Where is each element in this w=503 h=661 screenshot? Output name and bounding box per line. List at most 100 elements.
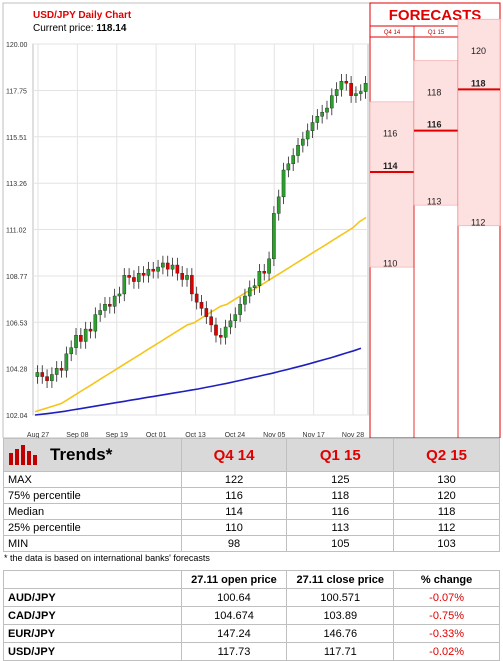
trends-table: Trends* Q4 14 Q1 15 Q2 15 MAX 122 125 130 75… — [3, 438, 500, 552]
candle-body — [50, 374, 54, 381]
forecast-value-label: 118 — [427, 87, 441, 97]
y-tick-label: 113.26 — [6, 181, 27, 188]
candle-body — [199, 302, 204, 309]
candle-body — [344, 80, 349, 84]
candle-body — [233, 314, 238, 322]
x-tick-label: Sep 08 — [66, 432, 88, 438]
forecast-value-label: 120 — [471, 46, 486, 56]
trends-row-label: MAX — [3, 471, 182, 488]
candle-body — [334, 89, 339, 96]
candle-body — [93, 314, 98, 332]
prices-close: 146.76 — [286, 624, 395, 643]
prices-change: -0.75% — [393, 606, 500, 625]
candle-body — [54, 368, 59, 375]
candle-body — [291, 155, 295, 165]
prices-row: CAD/JPY 104.674 103.89 -0.75% — [3, 606, 500, 625]
candle-body — [146, 268, 151, 276]
candle-body — [132, 277, 136, 282]
trends-value: 116 — [180, 487, 288, 504]
x-tick-label: Oct 24 — [225, 432, 246, 438]
trends-title-cell: Trends* — [3, 438, 182, 472]
forecast-value-label: 114 — [383, 161, 398, 171]
x-tick-label: Aug 27 — [27, 432, 49, 438]
trends-header-row: Trends* Q4 14 Q1 15 Q2 15 — [3, 438, 500, 472]
prices-header: % change — [393, 570, 500, 589]
trends-row: MAX 122 125 130 — [3, 471, 500, 488]
current-price-value: 118.14 — [96, 23, 126, 34]
candle-body — [339, 80, 344, 90]
ma-blue-line — [34, 347, 362, 416]
candle-body — [354, 93, 358, 96]
candle-body — [330, 95, 334, 109]
trends-q-header: Q2 15 — [393, 438, 500, 472]
prices-change: -0.07% — [393, 588, 500, 607]
prices-table: 27.11 open price 27.11 close price % cha… — [3, 570, 500, 661]
prices-pair: CAD/JPY — [3, 606, 182, 625]
candle-body — [281, 169, 286, 198]
current-price-line: Current price: 118.14 — [33, 23, 127, 34]
trends-title: Trends* — [50, 444, 113, 464]
candle-body — [276, 196, 281, 214]
x-tick-label: Oct 01 — [146, 432, 167, 438]
y-tick-label: 111.02 — [6, 228, 26, 235]
candle-body — [238, 304, 242, 315]
x-tick-label: Nov 05 — [263, 432, 285, 438]
trends-row-label: 25% percentile — [3, 519, 182, 536]
prices-close: 117.71 — [286, 642, 395, 661]
prices-change: -0.02% — [393, 642, 500, 661]
trends-value: 105 — [286, 535, 395, 552]
trends-value: 110 — [180, 519, 288, 536]
y-tick-label: 115.51 — [6, 135, 27, 142]
candle-body — [59, 368, 64, 371]
candle-body — [190, 275, 194, 295]
candle-body — [98, 310, 102, 315]
prices-header-row: 27.11 open price 27.11 close price % cha… — [3, 570, 500, 589]
forecast-value-label: 116 — [383, 129, 397, 139]
x-tick-label: Nov 17 — [303, 432, 325, 438]
trends-value: 113 — [286, 519, 395, 536]
trends-q-header: Q4 14 — [180, 438, 288, 472]
prices-open: 117.73 — [180, 642, 288, 661]
candle-body — [296, 145, 300, 156]
candle-body — [88, 328, 93, 332]
candle-body — [247, 287, 252, 297]
trends-note: * the data is based on international ban… — [4, 553, 210, 563]
candle-body — [103, 304, 107, 311]
candle-body — [161, 262, 165, 268]
trends-value: 98 — [180, 535, 288, 552]
forecast-value-label: 118 — [471, 78, 486, 88]
trends-row: 75% percentile 116 118 120 — [3, 487, 500, 504]
candle-body — [257, 271, 262, 286]
candle-body — [165, 262, 170, 270]
y-tick-label: 102.04 — [6, 413, 28, 420]
chart-title: USD/JPY Daily Chart — [33, 10, 132, 21]
forecast-value-label: 110 — [383, 259, 397, 269]
prices-open: 100.64 — [180, 588, 288, 607]
candle-body — [170, 264, 175, 270]
trends-value: 103 — [393, 535, 500, 552]
y-tick-label: 104.28 — [6, 367, 28, 374]
candle-body — [45, 376, 49, 381]
candle-body — [151, 268, 156, 272]
y-tick-label: 120.00 — [6, 42, 28, 49]
prices-pair: USD/JPY — [3, 642, 182, 661]
trends-q-header: Q1 15 — [286, 438, 395, 472]
forecast-col-header: Q1 15 — [428, 30, 445, 36]
candle-body — [175, 264, 180, 274]
candle-body — [35, 372, 40, 377]
trends-value: 118 — [286, 487, 395, 504]
candle-body — [40, 372, 45, 377]
forecast-col-header: Q4 14 — [384, 30, 401, 36]
trends-value: 122 — [180, 471, 288, 488]
prices-row: AUD/JPY 100.64 100.571 -0.07% — [3, 588, 500, 607]
candle-body — [267, 258, 271, 274]
candle-body — [194, 293, 199, 303]
trends-row-label: MIN — [3, 535, 182, 552]
candle-body — [122, 275, 127, 295]
candle-body — [301, 138, 305, 146]
candle-body — [349, 83, 353, 96]
forecast-value-label: 112 — [471, 217, 485, 227]
candle-body — [363, 83, 368, 92]
candle-body — [214, 324, 218, 336]
forecast-range-box — [413, 60, 459, 206]
